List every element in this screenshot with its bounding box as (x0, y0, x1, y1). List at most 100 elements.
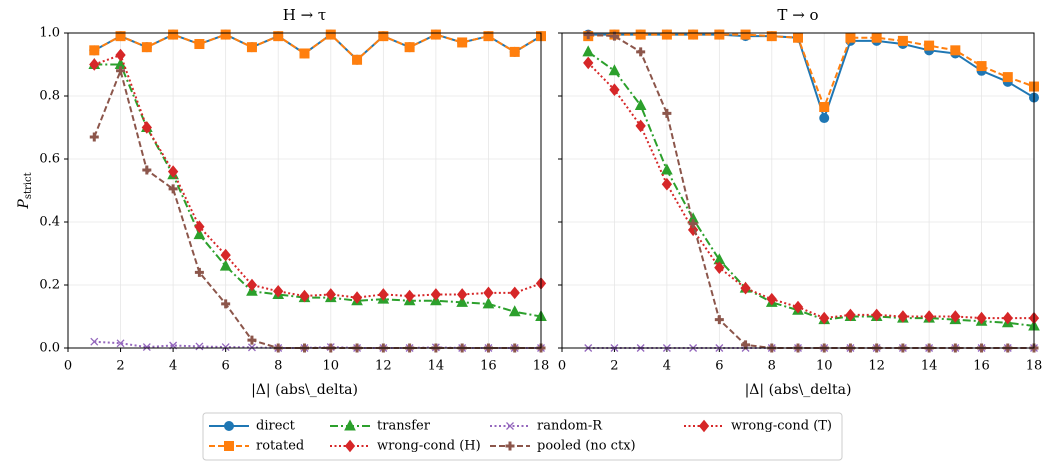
x-tick-label: 10 (323, 359, 340, 374)
x-tick-label: 16 (480, 359, 497, 374)
x-tick-label: 0 (64, 359, 72, 374)
x-tick-label: 2 (610, 359, 618, 374)
x-tick-label: 14 (428, 359, 445, 374)
marker (661, 163, 673, 175)
axes-frame (561, 32, 1035, 349)
x-tick-label: 2 (116, 359, 124, 374)
marker (325, 29, 336, 40)
marker (698, 419, 710, 433)
marker (508, 305, 521, 317)
marker (142, 165, 152, 175)
legend-label: direct (256, 419, 296, 434)
marker (246, 42, 257, 53)
marker (404, 289, 415, 303)
marker (404, 42, 415, 53)
marker (819, 102, 830, 113)
marker (871, 308, 882, 322)
marker (299, 289, 310, 303)
axes-frame (67, 32, 542, 349)
marker (273, 285, 284, 298)
y-tick-label: 0.8 (39, 89, 60, 104)
legend-label: random-R (537, 419, 603, 434)
marker (661, 177, 673, 191)
marker (299, 48, 310, 59)
marker (583, 56, 594, 70)
marker (430, 29, 441, 40)
marker (635, 119, 646, 133)
marker (976, 61, 987, 72)
y-label-subscript: strict (23, 172, 34, 199)
marker (766, 292, 777, 306)
marker (636, 47, 646, 57)
marker (246, 278, 258, 292)
legend-label: transfer (377, 419, 431, 434)
marker (635, 29, 646, 40)
x-axis-label: |Δ| (abs\_delta) (745, 382, 852, 398)
marker (714, 261, 725, 274)
y-tick-label: 0.0 (39, 341, 60, 356)
marker (976, 311, 987, 325)
y-tick-label: 0.6 (39, 152, 60, 167)
marker (195, 342, 204, 351)
x-tick-label: 10 (816, 359, 833, 374)
marker (792, 300, 804, 314)
marker (194, 220, 205, 234)
x-tick-label: 8 (768, 359, 776, 374)
marker (194, 267, 204, 277)
series-line (587, 51, 1034, 327)
x-axis-label: |Δ| (abs\_delta) (251, 382, 358, 398)
marker (457, 288, 468, 301)
marker (923, 310, 935, 323)
marker (116, 339, 125, 348)
marker (483, 31, 494, 42)
marker (688, 29, 699, 40)
y-tick-label: 1.0 (39, 26, 60, 41)
marker (793, 32, 803, 43)
marker (167, 165, 179, 178)
marker (141, 121, 152, 134)
marker (220, 248, 231, 262)
series-line (93, 33, 541, 62)
marker (224, 441, 234, 451)
marker (482, 297, 495, 309)
series-line (94, 63, 541, 318)
x-tick-label: 4 (169, 359, 177, 374)
legend-label: wrong-cond (T) (731, 419, 832, 434)
marker (352, 54, 363, 65)
marker (193, 228, 206, 240)
marker (247, 343, 256, 352)
x-tick-label: 6 (715, 359, 723, 374)
marker (168, 29, 179, 40)
y-tick-label: 0.2 (39, 278, 60, 293)
series-line (93, 67, 541, 349)
marker (378, 288, 389, 301)
marker (142, 343, 151, 352)
x-tick-label: 0 (558, 359, 566, 374)
series-line (588, 33, 1034, 349)
marker (89, 132, 99, 142)
x-tick-label: 18 (533, 359, 550, 374)
marker (609, 83, 620, 96)
marker (247, 335, 257, 345)
marker (141, 42, 152, 53)
marker (1002, 311, 1013, 325)
marker (456, 295, 468, 307)
marker (90, 337, 99, 346)
x-tick-label: 12 (375, 359, 392, 374)
marker (766, 31, 777, 42)
series-line (93, 53, 541, 299)
marker (845, 308, 856, 322)
marker (924, 40, 935, 51)
marker (509, 46, 520, 57)
legend-label: pooled (no ctx) (537, 439, 636, 454)
marker (325, 288, 336, 301)
marker (714, 315, 724, 325)
marker (221, 299, 231, 309)
marker (344, 419, 356, 431)
x-tick-label: 12 (868, 359, 885, 374)
marker (224, 421, 234, 431)
marker (194, 39, 205, 50)
series-line (93, 33, 541, 62)
marker (115, 48, 126, 62)
